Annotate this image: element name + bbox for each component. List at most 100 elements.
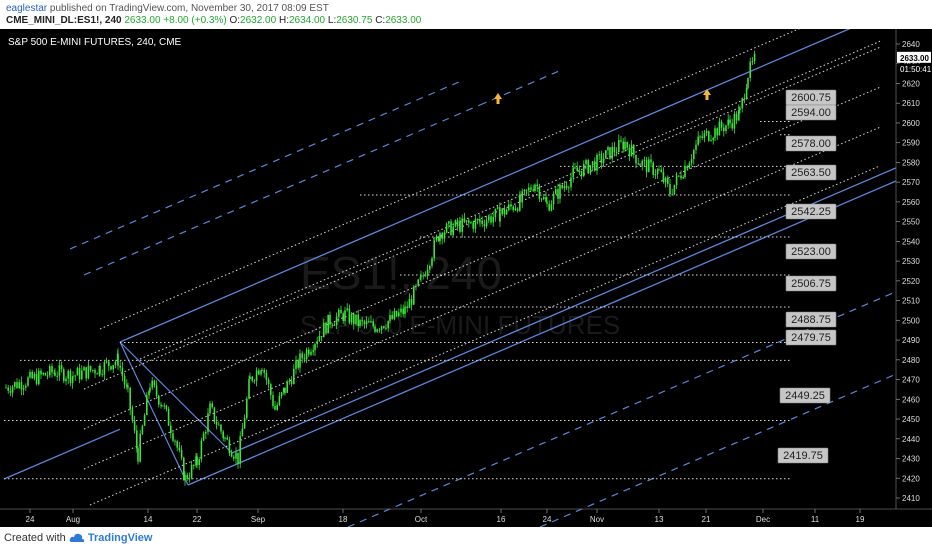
candle-body <box>89 365 92 371</box>
candle-body <box>576 167 578 172</box>
candle-body <box>626 141 628 148</box>
candle-body <box>468 220 470 223</box>
candle-body <box>686 166 688 169</box>
candle-body <box>18 382 20 389</box>
candle-body <box>87 365 90 379</box>
channel-left-line <box>3 428 121 480</box>
level-label-box <box>785 329 837 346</box>
candle-body <box>133 420 136 431</box>
candle-body <box>340 309 342 314</box>
level-label-1: 2594.00 <box>785 104 837 121</box>
candle-body <box>419 277 422 280</box>
low-value: 2630.75 <box>336 15 373 26</box>
level-label-text: 2542.25 <box>791 206 831 218</box>
price-tick-label: 2550 <box>902 218 920 227</box>
candle-body <box>703 133 706 139</box>
candle-body <box>220 424 222 432</box>
candle-body <box>731 123 733 129</box>
candle-body <box>344 310 346 321</box>
candle-body <box>137 448 139 462</box>
candle-body <box>559 184 561 199</box>
candle-body <box>40 370 42 375</box>
candle-body <box>350 314 353 323</box>
candle-body <box>200 440 203 460</box>
level-label-10: 2419.75 <box>777 447 829 464</box>
candle-body <box>14 382 16 387</box>
candle-body <box>16 382 18 389</box>
candle-body <box>280 392 283 397</box>
candle-body <box>596 154 598 171</box>
candle-body <box>424 275 427 277</box>
candle-body <box>639 164 641 166</box>
candle-body <box>198 459 200 466</box>
level-label-box <box>785 203 837 220</box>
time-tick-label: 13 <box>655 515 664 524</box>
candle-body <box>243 418 246 429</box>
candle-body <box>743 98 746 100</box>
candle-body <box>160 404 162 406</box>
candle-body <box>180 450 183 458</box>
candle-body <box>523 189 526 192</box>
candle-body <box>684 166 686 178</box>
candle-body <box>237 452 239 464</box>
open-value: 2632.00 <box>240 15 277 26</box>
candle-body <box>664 177 667 183</box>
candle-body <box>230 453 233 457</box>
candle-body <box>650 159 652 163</box>
candle-body <box>536 184 538 187</box>
level-label-box <box>777 447 829 464</box>
candle-body <box>656 169 659 175</box>
candle-body <box>92 370 94 372</box>
up-arrow-icon <box>703 89 711 100</box>
candle-body <box>461 218 463 232</box>
candle-body <box>505 210 508 215</box>
candle-body <box>99 365 101 374</box>
candle-body <box>233 456 235 459</box>
candle-body <box>635 154 637 164</box>
level-label-text: 2563.50 <box>791 167 831 179</box>
candle-body <box>391 314 393 319</box>
candle-body <box>658 169 660 171</box>
candle-body <box>293 368 295 385</box>
price-axis[interactable]: 2410 2420 2430 2440 2450 2460 2470 2480 2490 2500… <box>895 29 932 509</box>
candle-body <box>716 128 718 136</box>
candle-body <box>483 224 486 227</box>
candle-body <box>20 382 23 390</box>
candle-body <box>546 201 548 204</box>
author-link[interactable]: eaglestar <box>6 3 48 14</box>
candle-body <box>470 222 472 224</box>
candle-body <box>624 141 626 150</box>
candle-body <box>445 223 448 233</box>
candle-body <box>690 159 693 164</box>
candle-body <box>641 160 643 166</box>
chart-title: S&P 500 E-MINI FUTURES, 240, CME <box>8 37 182 48</box>
time-axis[interactable]: 24 Aug 14 22 Sep 18 Oct 16 24 Nov 13 21 Dec 11 19 <box>0 508 932 524</box>
tradingview-brand[interactable]: TradingView <box>87 532 153 544</box>
dotted-parallel-6 <box>99 29 800 330</box>
candle-body <box>361 320 363 322</box>
channel-upper-line <box>119 29 851 343</box>
candle-body <box>494 208 497 217</box>
candle-body <box>671 194 673 196</box>
candle-body <box>380 326 383 330</box>
candle-body <box>174 440 176 442</box>
candle-body <box>747 78 749 88</box>
dotted-parallel-4 <box>89 165 881 506</box>
close-value: 2633.00 <box>385 15 422 26</box>
time-tick-label: 19 <box>856 515 865 524</box>
candle-body <box>263 369 265 373</box>
candle-body <box>5 387 7 389</box>
candle-body <box>583 164 585 177</box>
candle-body <box>545 197 547 202</box>
candle-body <box>35 373 38 385</box>
candle-body <box>378 329 381 331</box>
candle-body <box>155 385 158 396</box>
candle-body <box>431 258 433 266</box>
candle-body <box>286 381 288 393</box>
level-labels: 2600.75 2594.00 2578.00 2563.50 2542.25 2523.… <box>777 89 837 464</box>
candle-body <box>258 370 260 375</box>
candle-body <box>267 379 270 385</box>
candle-body <box>751 61 754 63</box>
published-text: published on TradingView.com, November 3… <box>49 3 329 14</box>
